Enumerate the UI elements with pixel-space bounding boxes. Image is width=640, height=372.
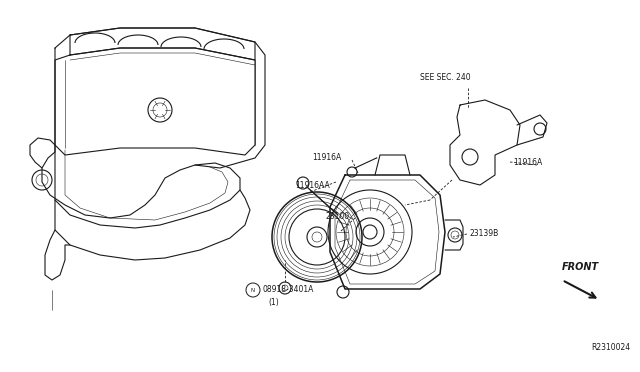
Text: 11916AA: 11916AA [295,180,330,189]
Text: 11916A: 11916A [312,153,341,161]
Text: (1): (1) [268,298,279,307]
Text: 08918-3401A: 08918-3401A [263,285,314,294]
Text: N: N [251,288,255,292]
Text: R2310024: R2310024 [591,343,630,352]
Text: SEE SEC. 240: SEE SEC. 240 [420,73,470,82]
Text: FRONT: FRONT [562,262,599,272]
Text: 11916A: 11916A [513,157,542,167]
Text: 23139B: 23139B [470,228,499,237]
Text: 23100: 23100 [326,212,350,221]
